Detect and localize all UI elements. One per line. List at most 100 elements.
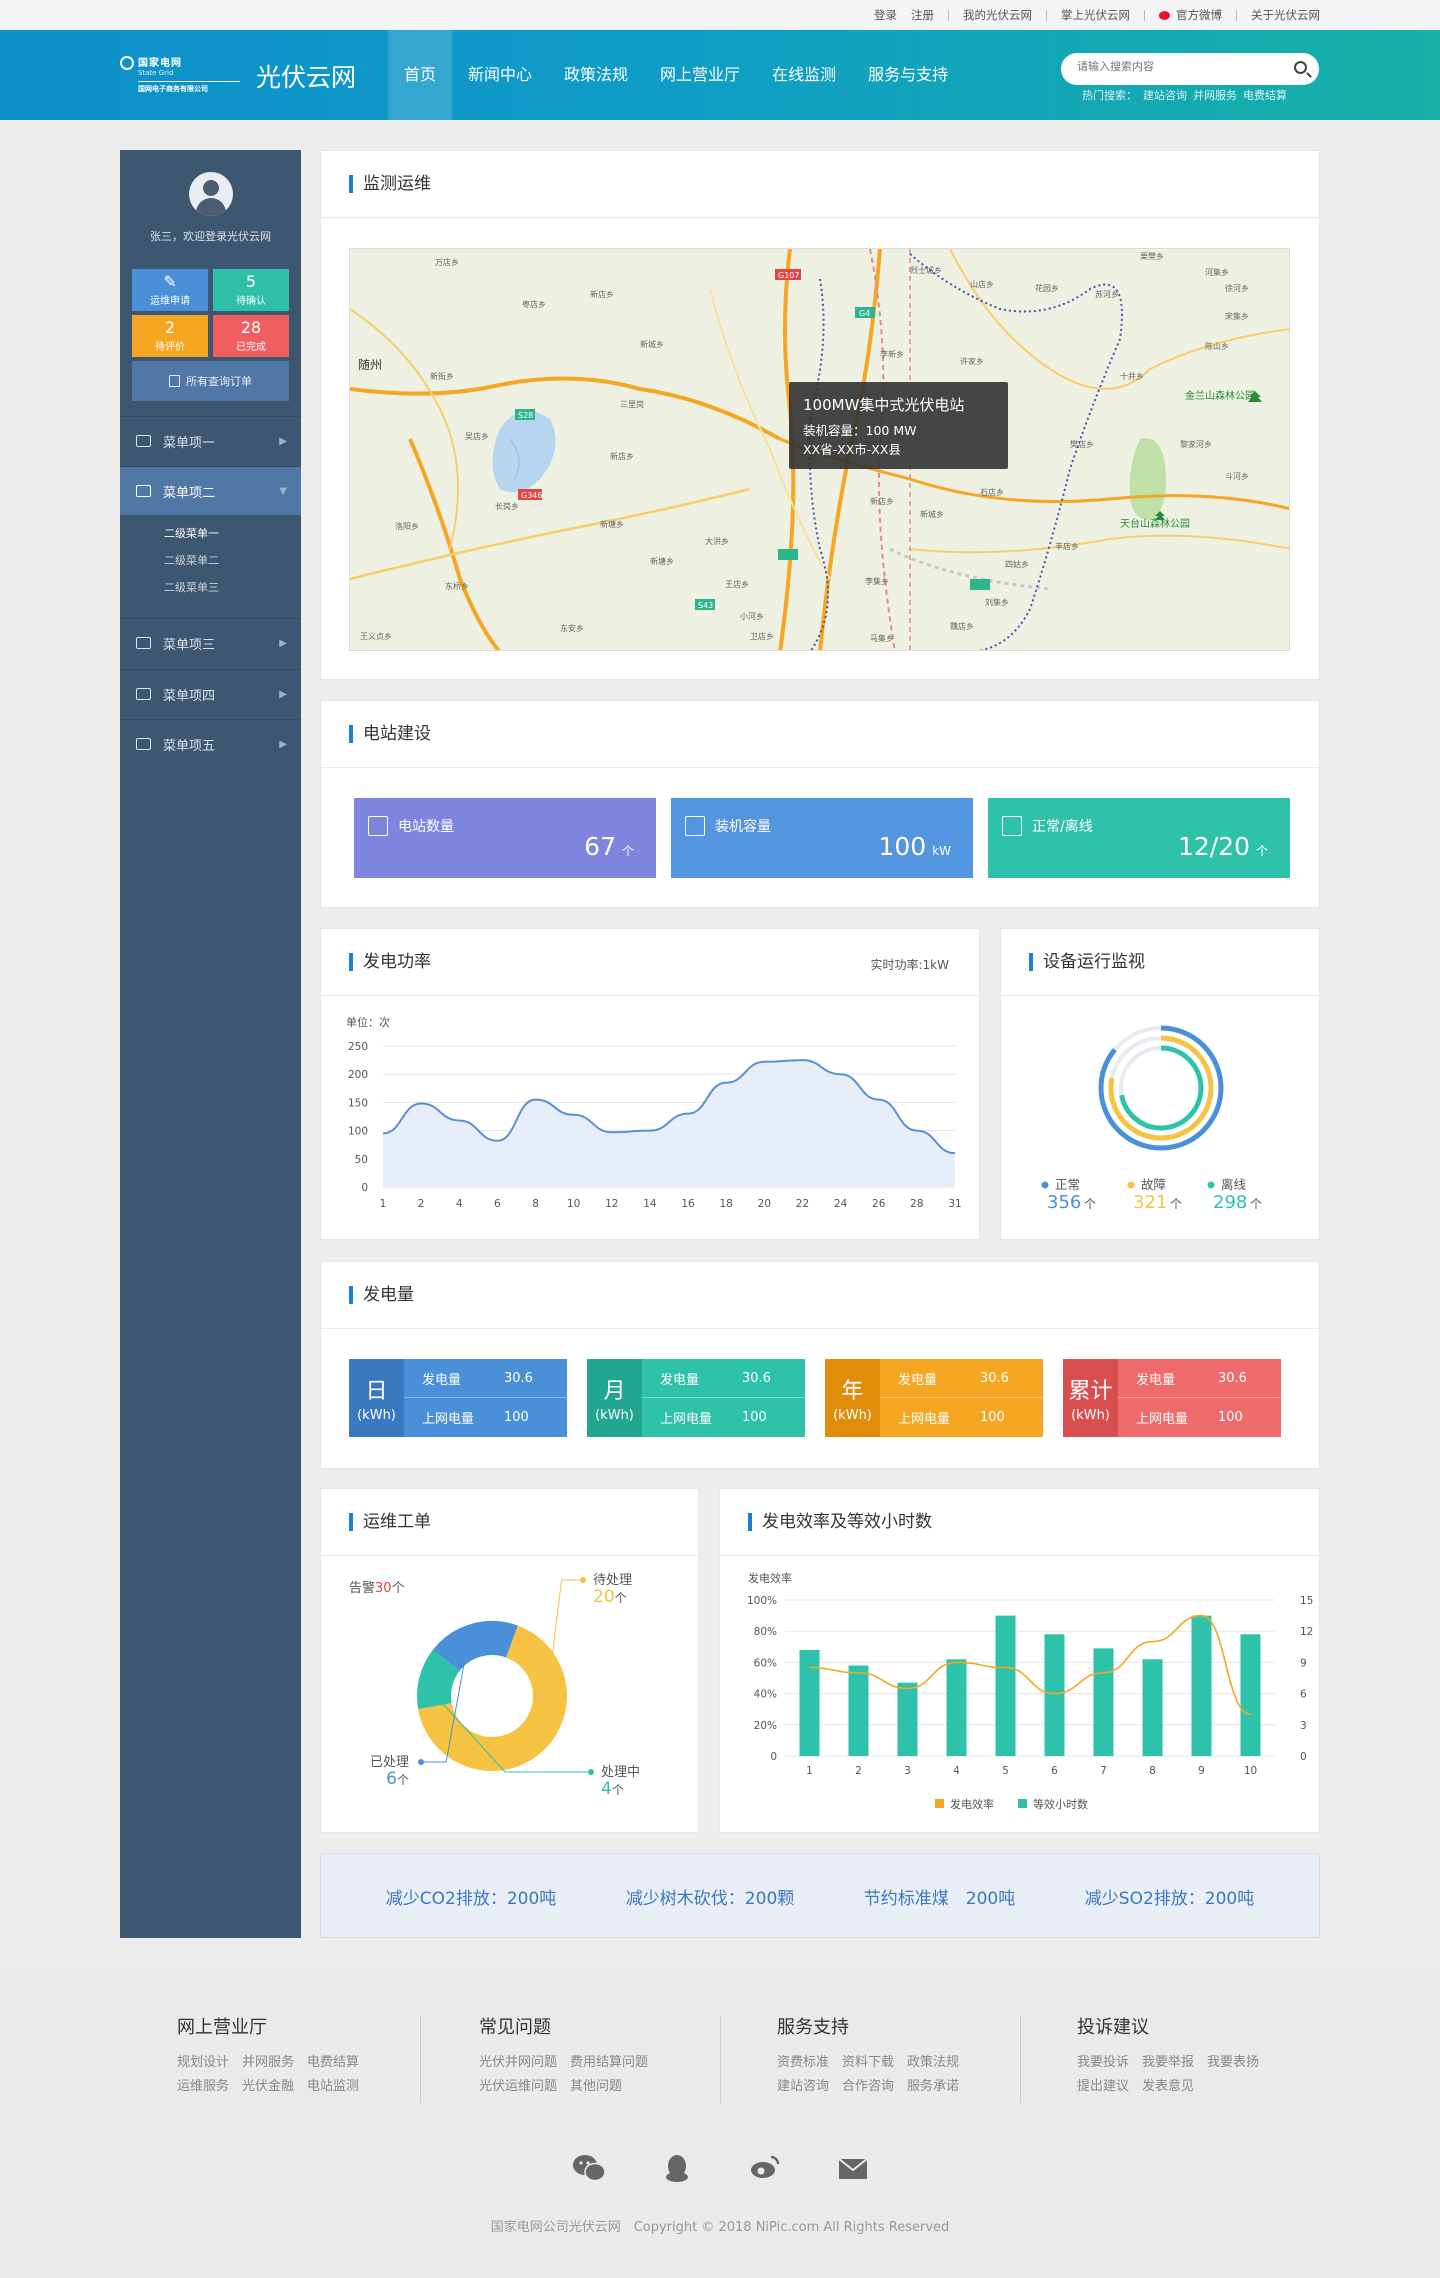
station-map[interactable]: 万店乡 枣店乡 新店乡 新城乡 新街乡 三里岗 吴店乡 新店乡 长岗乡 洛阳乡 新塘乡 新塘乡 …: [349, 248, 1290, 651]
device-legend-value: 321: [1133, 1192, 1167, 1213]
generation-card[interactable]: 年 (kWh) 发电量 30.6 上网电量 100: [825, 1359, 1043, 1437]
footer-links[interactable]: 提出建议 发表意见: [1077, 2079, 1195, 2094]
y-tick-label: 0: [361, 1182, 368, 1194]
top-link[interactable]: 关于光伏云网: [1251, 8, 1320, 22]
station-stat-card[interactable]: 装机容量 100 kW: [671, 798, 973, 878]
order-tile[interactable]: 28 已完成: [213, 315, 289, 357]
footer-column-title: 常见问题: [479, 2017, 551, 2038]
nav-item[interactable]: 网上营业厅: [660, 65, 741, 84]
top-link[interactable]: 登录: [874, 8, 897, 22]
monitor-icon: [136, 435, 151, 447]
generation-value: 30.6: [1218, 1370, 1247, 1386]
footer-links[interactable]: 光伏运维问题 其他问题: [479, 2079, 623, 2094]
efficiency-bar: [897, 1682, 918, 1756]
sidebar-menu-item[interactable]: 菜单项五 ▶: [120, 719, 301, 768]
wechat-icon[interactable]: [572, 2154, 606, 2188]
footer-links[interactable]: 光伏并网问题 费用结算问题: [479, 2055, 649, 2070]
hot-search-item[interactable]: 建站咨询: [1143, 89, 1187, 102]
footer-links[interactable]: 运维服务 光伏金融 电站监测: [177, 2079, 360, 2094]
nav-item[interactable]: 首页: [388, 30, 453, 120]
efficiency-bar: [946, 1659, 967, 1756]
svg-text:山店乡: 山店乡: [970, 279, 994, 289]
x-tick-label: 2: [418, 1198, 425, 1210]
y-tick-label: 200: [348, 1069, 368, 1081]
station-stat-card[interactable]: 电站数量 67 个: [354, 798, 656, 878]
x-tick-label: 10: [567, 1198, 580, 1210]
eco-stat: 减少CO2排放：200吨: [385, 1889, 557, 1909]
generation-label: 发电量: [898, 1372, 938, 1388]
submenu-item[interactable]: 二级菜单三: [164, 581, 219, 594]
submenu-item[interactable]: 二级菜单一: [164, 527, 219, 540]
x-tick-label: 3: [904, 1765, 911, 1777]
leader-dot: [580, 1577, 586, 1583]
footer-links[interactable]: 我要投诉 我要举报 我要表扬: [1077, 2055, 1260, 2070]
generation-card[interactable]: 月 (kWh) 发电量 30.6 上网电量 100: [587, 1359, 805, 1437]
top-link[interactable]: 掌上光伏云网: [1061, 8, 1130, 22]
grid-power-label: 上网电量: [898, 1412, 951, 1427]
avatar[interactable]: [189, 172, 233, 216]
site-name[interactable]: 光伏云网: [256, 63, 357, 92]
qq-icon[interactable]: [660, 2154, 694, 2188]
order-tile[interactable]: ✎ 运维申请: [132, 269, 208, 311]
order-tile[interactable]: 2 待评价: [132, 315, 208, 357]
right-tick-label: 3: [1300, 1720, 1307, 1732]
hot-search-item[interactable]: 并网服务: [1193, 89, 1237, 102]
footer-column-title: 网上营业厅: [177, 2017, 267, 2038]
sidebar-menu-item[interactable]: 菜单项一 ▶: [120, 416, 301, 465]
generation-card[interactable]: 累计 (kWh) 发电量 30.6 上网电量 100: [1063, 1359, 1281, 1437]
top-link[interactable]: 注册: [911, 8, 934, 22]
legend-swatch: [935, 1799, 944, 1808]
workorder-panel: 运维工单 告警30个 待处理 20个 处理中 4个 已处理 6个: [320, 1488, 699, 1833]
y-tick-label: 250: [348, 1041, 368, 1053]
svg-text:新街乡: 新街乡: [430, 371, 454, 381]
all-orders-button[interactable]: 所有查询订单: [132, 361, 289, 401]
svg-text:新城乡: 新城乡: [640, 339, 664, 349]
sidebar-menu-label: 菜单项二: [163, 485, 216, 501]
mail-icon[interactable]: [836, 2154, 870, 2188]
sidebar-menu-item[interactable]: 菜单项二 ▼: [120, 466, 301, 515]
generation-label: 发电量: [660, 1372, 700, 1388]
footer-links[interactable]: 建站咨询 合作咨询 服务承诺: [777, 2079, 960, 2094]
copy-icon: [169, 375, 180, 387]
left-tick-label: 80%: [754, 1626, 777, 1638]
hot-search-item[interactable]: 电费结算: [1243, 89, 1287, 102]
state-grid-logo[interactable]: 国家电网 State Grid 国网电子商务有限公司: [120, 54, 240, 94]
eco-stat: 节约标准煤 200吨: [863, 1889, 1016, 1909]
power-unit-label: 单位：次: [346, 1015, 390, 1029]
footer-links[interactable]: 资费标准 资料下载 政策法规: [777, 2055, 960, 2070]
sidebar-menu-item[interactable]: 菜单项三 ▶: [120, 618, 301, 667]
top-link[interactable]: 我的光伏云网: [963, 8, 1032, 22]
nav-item[interactable]: 服务与支持: [868, 65, 949, 84]
svg-text:四姑乡: 四姑乡: [1005, 559, 1029, 569]
top-link[interactable]: 官方微博: [1176, 8, 1222, 22]
power-line: [382, 1059, 956, 1155]
svg-text:新塘乡: 新塘乡: [600, 519, 624, 529]
generation-card[interactable]: 日 (kWh) 发电量 30.6 上网电量 100: [349, 1359, 567, 1437]
database-icon: [685, 816, 705, 836]
submenu-item[interactable]: 二级菜单二: [164, 554, 219, 567]
nav-item[interactable]: 在线监测: [772, 65, 837, 84]
svg-text:20个: 20个: [593, 1587, 627, 1607]
sidebar-menu-item[interactable]: 菜单项四 ▶: [120, 669, 301, 718]
search-input[interactable]: [1077, 60, 1277, 73]
footer-links[interactable]: 规划设计 并网服务 电费结算: [177, 2055, 360, 2070]
svg-text:东桥乡: 东桥乡: [445, 581, 469, 591]
leader-dot: [418, 1759, 424, 1765]
footer-column: 服务支持 资费标准 资料下载 政策法规 建站咨询 合作咨询 服务承诺: [777, 2013, 959, 2099]
right-tick-label: 0: [1300, 1751, 1307, 1763]
weibo-icon[interactable]: [748, 2154, 782, 2188]
nav-item[interactable]: 新闻中心: [468, 65, 533, 84]
station-stat-card[interactable]: 正常/离线 12/20 个: [988, 798, 1290, 878]
svg-text:王义贞乡: 王义贞乡: [360, 631, 392, 641]
svg-text:金兰山森林公园: 金兰山森林公园: [1185, 389, 1255, 402]
realtime-power: 实时功率:1kW: [870, 958, 950, 972]
station-stat-unit: 个: [621, 844, 634, 858]
search-icon[interactable]: [1294, 61, 1307, 74]
footer-divider: [420, 2015, 421, 2103]
generation-value: 30.6: [504, 1370, 533, 1386]
order-tile[interactable]: 5 待确认: [213, 269, 289, 311]
svg-text:李新乡: 李新乡: [880, 349, 904, 359]
nav-item[interactable]: 政策法规: [564, 65, 629, 84]
generation-period: 累计: [1068, 1379, 1113, 1404]
svg-text:4个: 4个: [601, 1779, 624, 1799]
